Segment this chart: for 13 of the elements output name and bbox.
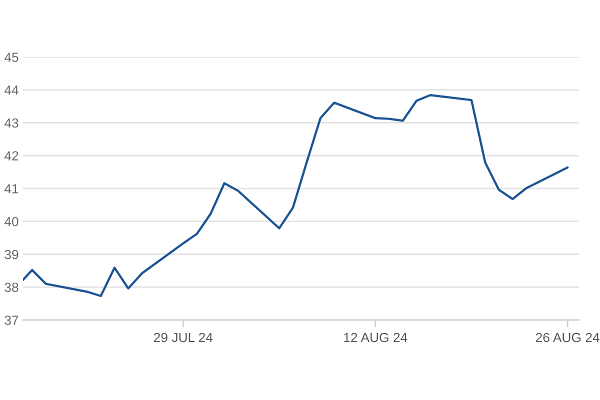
y-tick-label: 45 — [4, 52, 18, 62]
y-tick-label: 37 — [4, 316, 18, 325]
line-series — [23, 94, 569, 298]
y-tick-label: 39 — [4, 250, 18, 260]
y-tick-label: 38 — [4, 282, 18, 292]
x-tick-label: 26 AUG 24 — [536, 332, 600, 342]
y-tick-label: 43 — [4, 118, 18, 128]
y-tick-label: 44 — [4, 86, 18, 95]
y-tick-label: 40 — [4, 216, 18, 226]
y-tick-label: 41 — [4, 184, 18, 194]
x-tick-label: 29 JUL 24 — [154, 332, 213, 342]
x-tick-label: 12 AUG 24 — [344, 332, 408, 342]
y-tick-label: 42 — [4, 151, 18, 160]
